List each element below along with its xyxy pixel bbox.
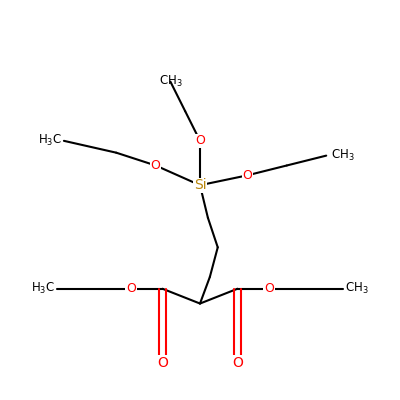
Text: O: O	[157, 356, 168, 370]
Text: CH$_3$: CH$_3$	[158, 74, 182, 89]
Text: O: O	[264, 282, 274, 295]
Text: O: O	[195, 134, 205, 147]
Text: O: O	[126, 282, 136, 295]
Text: CH$_3$: CH$_3$	[345, 281, 369, 296]
Text: Si: Si	[194, 178, 206, 192]
Text: H$_3$C: H$_3$C	[38, 133, 62, 148]
Text: O: O	[232, 356, 243, 370]
Text: O: O	[242, 169, 252, 182]
Text: O: O	[151, 159, 160, 172]
Text: H$_3$C: H$_3$C	[31, 281, 55, 296]
Text: CH$_3$: CH$_3$	[331, 148, 355, 163]
